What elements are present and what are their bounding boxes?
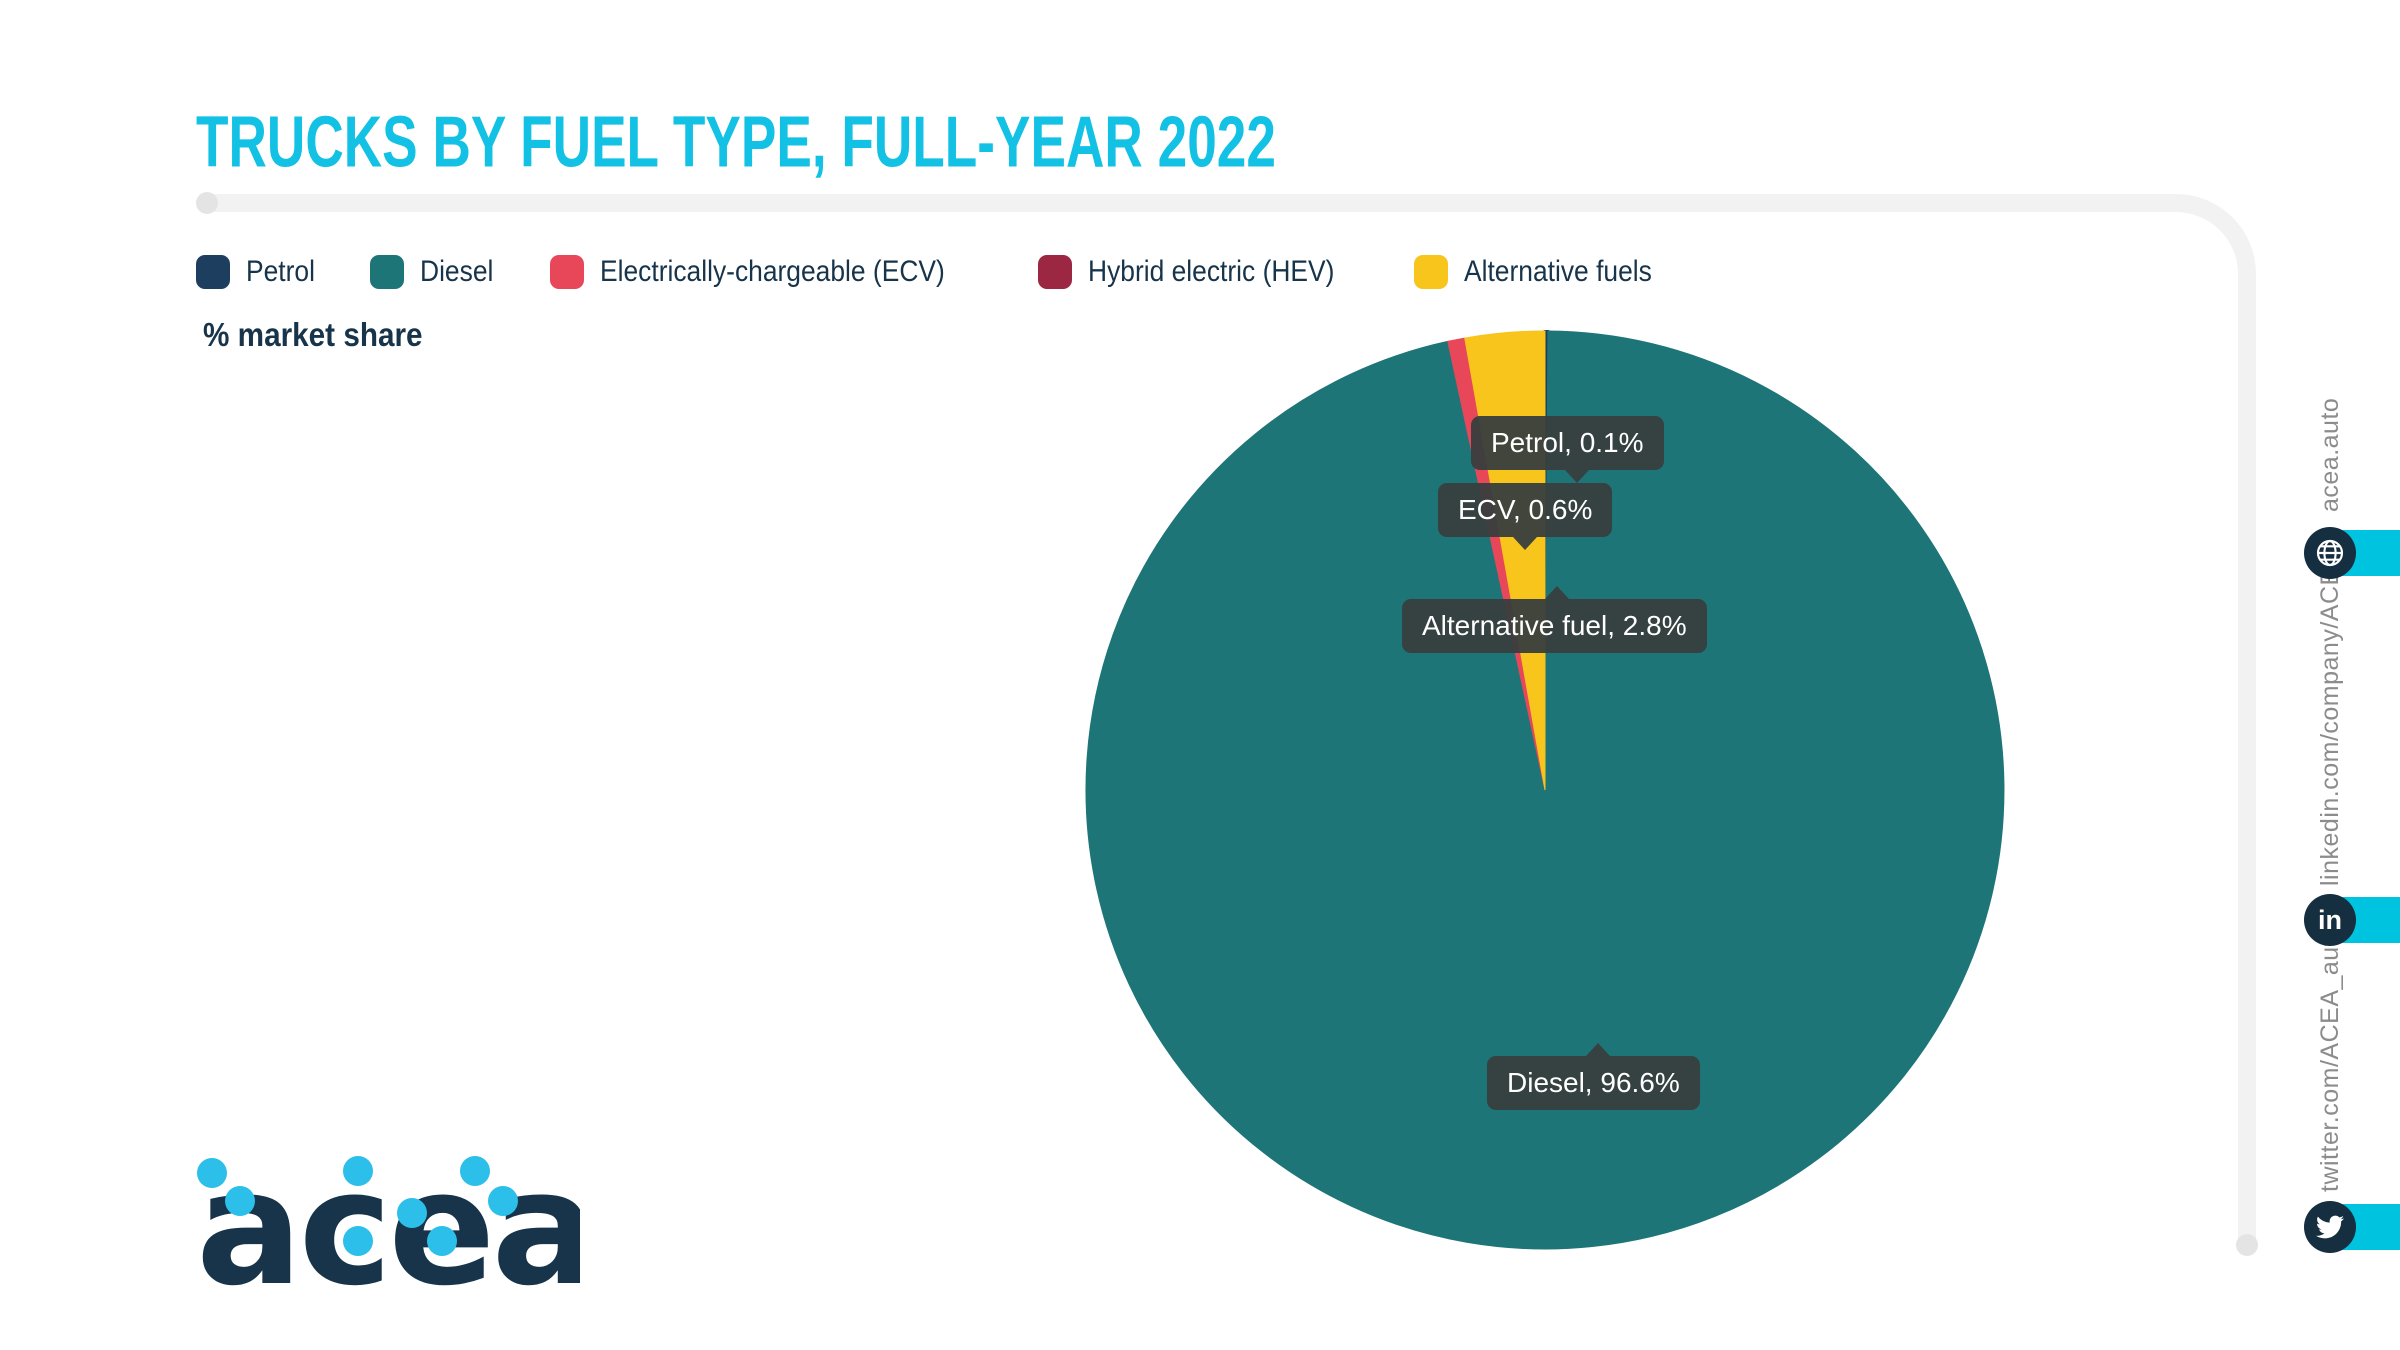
legend-label: Electrically-chargeable (ECV) (599, 255, 945, 288)
frame-cap-bottom (2236, 1234, 2258, 1256)
acea-logo-text: acea (196, 1137, 580, 1321)
legend-label: Alternative fuels (1463, 255, 1652, 288)
legend-item-petrol: Petrol (196, 255, 324, 289)
twitter-icon[interactable] (2304, 1201, 2356, 1253)
legend-swatch (1037, 255, 1072, 289)
acea-logo: acea (190, 1125, 598, 1330)
legend-swatch (1413, 255, 1448, 289)
legend-label: Petrol (246, 255, 315, 288)
legend-item-alternative-fuels: Alternative fuels (1413, 255, 1677, 289)
legend-item-hybrid-electric-hev-: Hybrid electric (HEV) (1037, 255, 1368, 289)
twitter-url[interactable]: twitter.com/ACEA_auto (2316, 924, 2344, 1192)
legend-swatch (370, 255, 405, 289)
linkedin-icon[interactable]: in (2304, 894, 2356, 946)
acea-logo-dots (197, 1156, 518, 1256)
axis-unit-label: % market share (203, 316, 423, 353)
legend: Petrol Diesel Electrically-chargeable (ECV… (196, 255, 1677, 289)
page-title: TRUCKS BY FUEL TYPE, FULL-YEAR 2022 (196, 101, 1276, 183)
data-label-ecv: ECV, 0.6% (1438, 483, 1613, 550)
data-label-petrol: Petrol, 0.1% (1471, 416, 1664, 483)
frame-border (205, 194, 2256, 1245)
legend-label: Diesel (420, 255, 494, 288)
data-label-diesel: Diesel, 96.6% (1487, 1043, 1700, 1110)
linkedin-url[interactable]: linkedin.com/company/ACEA/ (2316, 543, 2344, 886)
legend-item-diesel: Diesel (370, 255, 503, 289)
legend-item-electrically-chargeable-ecv-: Electrically-chargeable (ECV) (549, 255, 992, 289)
acea-logo-svg: acea (196, 1137, 598, 1321)
data-label-alternative-fuel: Alternative fuel, 2.8% (1402, 586, 1707, 653)
globe-icon[interactable] (2304, 527, 2356, 579)
legend-swatch (549, 255, 584, 289)
legend-label: Hybrid electric (HEV) (1087, 255, 1335, 288)
legend-swatch (196, 255, 230, 289)
frame-cap-left (196, 192, 218, 214)
website-url[interactable]: acea.auto (2316, 397, 2344, 512)
